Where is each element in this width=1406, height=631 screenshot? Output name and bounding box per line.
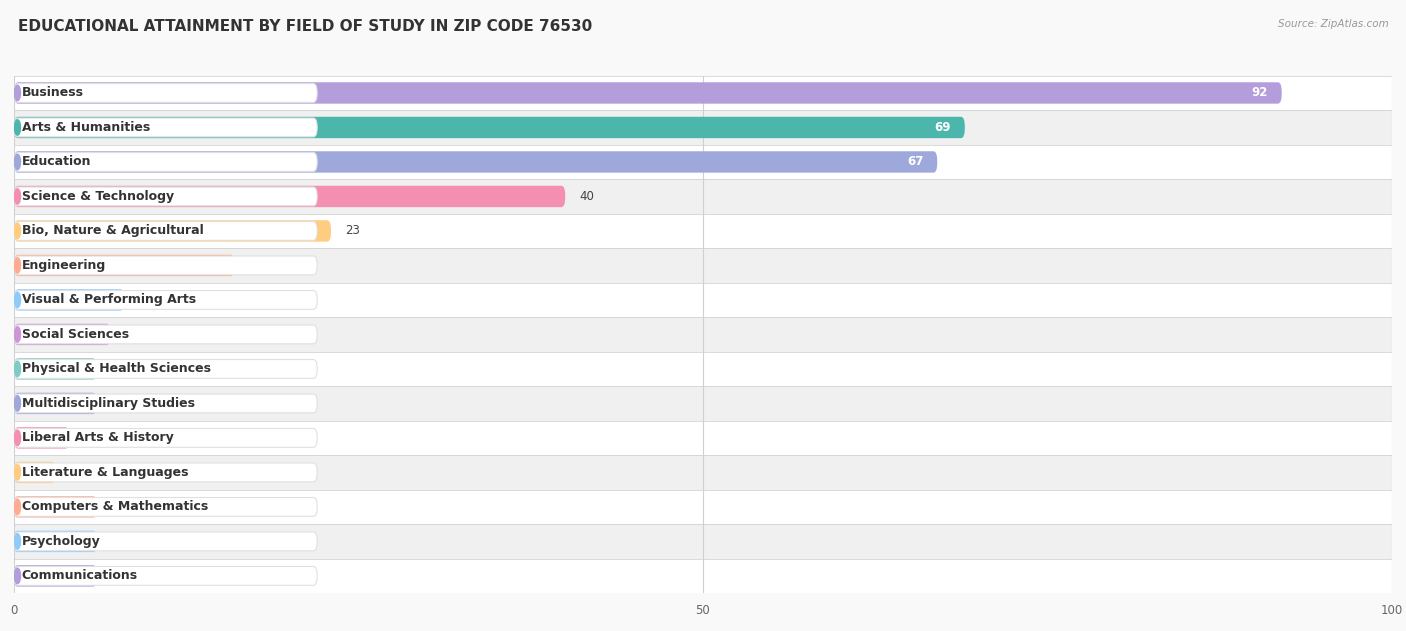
FancyBboxPatch shape xyxy=(14,462,55,483)
Circle shape xyxy=(14,292,21,308)
Bar xyxy=(14,386,1392,421)
FancyBboxPatch shape xyxy=(14,532,318,551)
Bar xyxy=(14,455,1392,490)
FancyBboxPatch shape xyxy=(14,531,97,552)
FancyBboxPatch shape xyxy=(14,151,938,173)
FancyBboxPatch shape xyxy=(14,290,318,309)
FancyBboxPatch shape xyxy=(14,567,318,586)
FancyBboxPatch shape xyxy=(14,187,318,206)
FancyBboxPatch shape xyxy=(14,360,318,379)
Text: Computers & Mathematics: Computers & Mathematics xyxy=(21,500,208,514)
Circle shape xyxy=(14,499,21,515)
FancyBboxPatch shape xyxy=(14,83,318,102)
Circle shape xyxy=(14,568,21,584)
Text: 92: 92 xyxy=(1251,86,1268,100)
FancyBboxPatch shape xyxy=(14,496,97,517)
Bar xyxy=(14,248,1392,283)
Text: 16: 16 xyxy=(249,259,263,272)
Text: Engineering: Engineering xyxy=(21,259,105,272)
Text: Physical & Health Sciences: Physical & Health Sciences xyxy=(21,362,211,375)
Text: 4: 4 xyxy=(83,432,90,444)
Text: 69: 69 xyxy=(935,121,950,134)
Text: Business: Business xyxy=(21,86,83,100)
FancyBboxPatch shape xyxy=(14,427,69,449)
Text: Social Sciences: Social Sciences xyxy=(21,328,129,341)
Circle shape xyxy=(14,120,21,135)
FancyBboxPatch shape xyxy=(14,289,124,310)
Bar xyxy=(14,558,1392,593)
Text: Science & Technology: Science & Technology xyxy=(21,190,174,203)
Circle shape xyxy=(14,430,21,445)
FancyBboxPatch shape xyxy=(14,220,330,242)
Bar xyxy=(14,283,1392,317)
Text: 6: 6 xyxy=(111,397,118,410)
Text: 8: 8 xyxy=(138,293,145,307)
Text: 0: 0 xyxy=(111,569,118,582)
Text: 6: 6 xyxy=(111,362,118,375)
FancyBboxPatch shape xyxy=(14,118,318,137)
Text: Visual & Performing Arts: Visual & Performing Arts xyxy=(21,293,195,307)
FancyBboxPatch shape xyxy=(14,324,111,345)
Bar xyxy=(14,179,1392,214)
FancyBboxPatch shape xyxy=(14,153,318,172)
Bar xyxy=(14,317,1392,351)
FancyBboxPatch shape xyxy=(14,497,318,516)
Text: Communications: Communications xyxy=(21,569,138,582)
Text: Arts & Humanities: Arts & Humanities xyxy=(21,121,150,134)
Bar xyxy=(14,144,1392,179)
Text: 7: 7 xyxy=(124,328,132,341)
Text: 0: 0 xyxy=(111,500,118,514)
FancyBboxPatch shape xyxy=(14,255,235,276)
FancyBboxPatch shape xyxy=(14,394,318,413)
Circle shape xyxy=(14,327,21,342)
Text: 0: 0 xyxy=(111,535,118,548)
Circle shape xyxy=(14,257,21,273)
FancyBboxPatch shape xyxy=(14,256,318,275)
Text: 67: 67 xyxy=(907,155,924,168)
Circle shape xyxy=(14,85,21,101)
Circle shape xyxy=(14,396,21,411)
Text: 23: 23 xyxy=(344,225,360,237)
Text: EDUCATIONAL ATTAINMENT BY FIELD OF STUDY IN ZIP CODE 76530: EDUCATIONAL ATTAINMENT BY FIELD OF STUDY… xyxy=(18,19,592,34)
FancyBboxPatch shape xyxy=(14,463,318,482)
Text: 3: 3 xyxy=(69,466,76,479)
Text: Psychology: Psychology xyxy=(21,535,100,548)
Text: Education: Education xyxy=(21,155,91,168)
Bar xyxy=(14,76,1392,110)
FancyBboxPatch shape xyxy=(14,428,318,447)
Text: Multidisciplinary Studies: Multidisciplinary Studies xyxy=(21,397,194,410)
Bar xyxy=(14,110,1392,144)
Circle shape xyxy=(14,154,21,170)
FancyBboxPatch shape xyxy=(14,186,565,207)
Text: Bio, Nature & Agricultural: Bio, Nature & Agricultural xyxy=(21,225,204,237)
FancyBboxPatch shape xyxy=(14,82,1282,103)
Text: 40: 40 xyxy=(579,190,593,203)
Bar xyxy=(14,490,1392,524)
FancyBboxPatch shape xyxy=(14,392,97,414)
Circle shape xyxy=(14,189,21,204)
Circle shape xyxy=(14,361,21,377)
Circle shape xyxy=(14,464,21,480)
Text: Literature & Languages: Literature & Languages xyxy=(21,466,188,479)
FancyBboxPatch shape xyxy=(14,117,965,138)
FancyBboxPatch shape xyxy=(14,325,318,344)
FancyBboxPatch shape xyxy=(14,565,97,587)
FancyBboxPatch shape xyxy=(14,221,318,240)
Bar xyxy=(14,351,1392,386)
Bar xyxy=(14,524,1392,558)
Bar xyxy=(14,421,1392,455)
Circle shape xyxy=(14,534,21,549)
Text: Liberal Arts & History: Liberal Arts & History xyxy=(21,432,173,444)
Bar xyxy=(14,214,1392,248)
Text: Source: ZipAtlas.com: Source: ZipAtlas.com xyxy=(1278,19,1389,29)
FancyBboxPatch shape xyxy=(14,358,97,380)
Circle shape xyxy=(14,223,21,239)
